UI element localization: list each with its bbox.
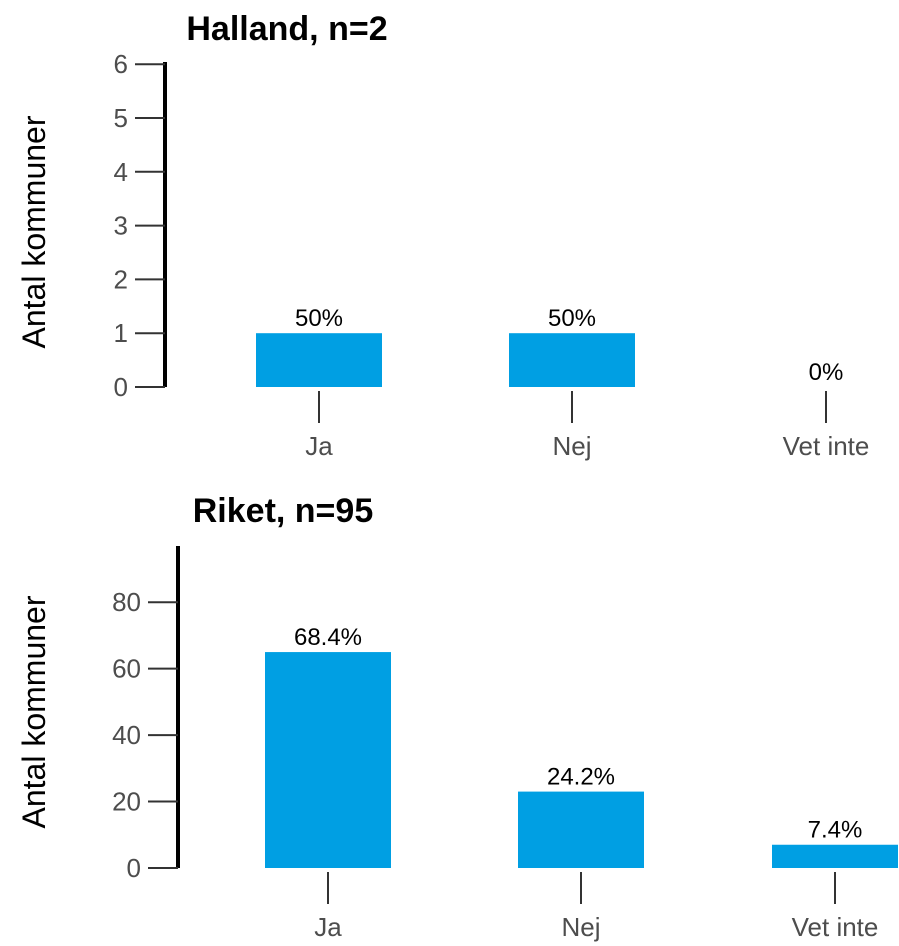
y-tick-label: 4 (114, 157, 128, 187)
y-tick-label: 80 (112, 587, 141, 617)
y-tick-label: 2 (114, 264, 128, 294)
x-tick-label: Vet inte (792, 912, 879, 942)
data-label: 50% (548, 305, 596, 332)
x-tick-label: Nej (561, 912, 600, 942)
chart-title: Riket, n=95 (193, 492, 373, 530)
y-tick-label: 1 (114, 318, 128, 348)
y-tick-label: 6 (114, 49, 128, 79)
bar (518, 791, 644, 868)
bar (509, 333, 635, 387)
y-tick-label: 0 (114, 372, 128, 402)
bar (265, 652, 391, 868)
y-tick-label: 3 (114, 211, 128, 241)
y-axis-label: Antal kommuner (16, 595, 52, 828)
chart-panel-halland: Halland, n=2 Antal kommuner 0 1 2 3 4 5 6 50% Ja… (16, 10, 869, 461)
bar (256, 333, 382, 387)
y-tick-label: 20 (112, 787, 141, 817)
data-label: 68.4% (294, 624, 362, 651)
chart-panel-riket: Riket, n=95 Antal kommuner 0 20 40 60 80 68.4… (16, 492, 898, 942)
data-label: 7.4% (808, 817, 863, 844)
data-label: 0% (809, 359, 844, 386)
x-tick-label: Ja (305, 431, 333, 461)
data-label: 50% (295, 305, 343, 332)
chart-title: Halland, n=2 (186, 10, 387, 48)
x-tick-label: Ja (314, 912, 342, 942)
y-tick-label: 5 (114, 103, 128, 133)
plot-area: 0 1 2 3 4 5 6 50% Ja 50% Nej 0% Vet inte (114, 49, 870, 461)
bar (772, 844, 898, 868)
data-label: 24.2% (547, 764, 615, 791)
plot-area: 0 20 40 60 80 68.4% Ja 24.2% Nej 7.4% Vet inte (112, 546, 898, 942)
y-axis-label: Antal kommuner (16, 115, 52, 348)
x-tick-label: Nej (552, 431, 591, 461)
y-tick-label: 60 (112, 654, 141, 684)
x-tick-label: Vet inte (783, 431, 870, 461)
y-tick-label: 40 (112, 720, 141, 750)
y-tick-label: 0 (127, 853, 141, 883)
